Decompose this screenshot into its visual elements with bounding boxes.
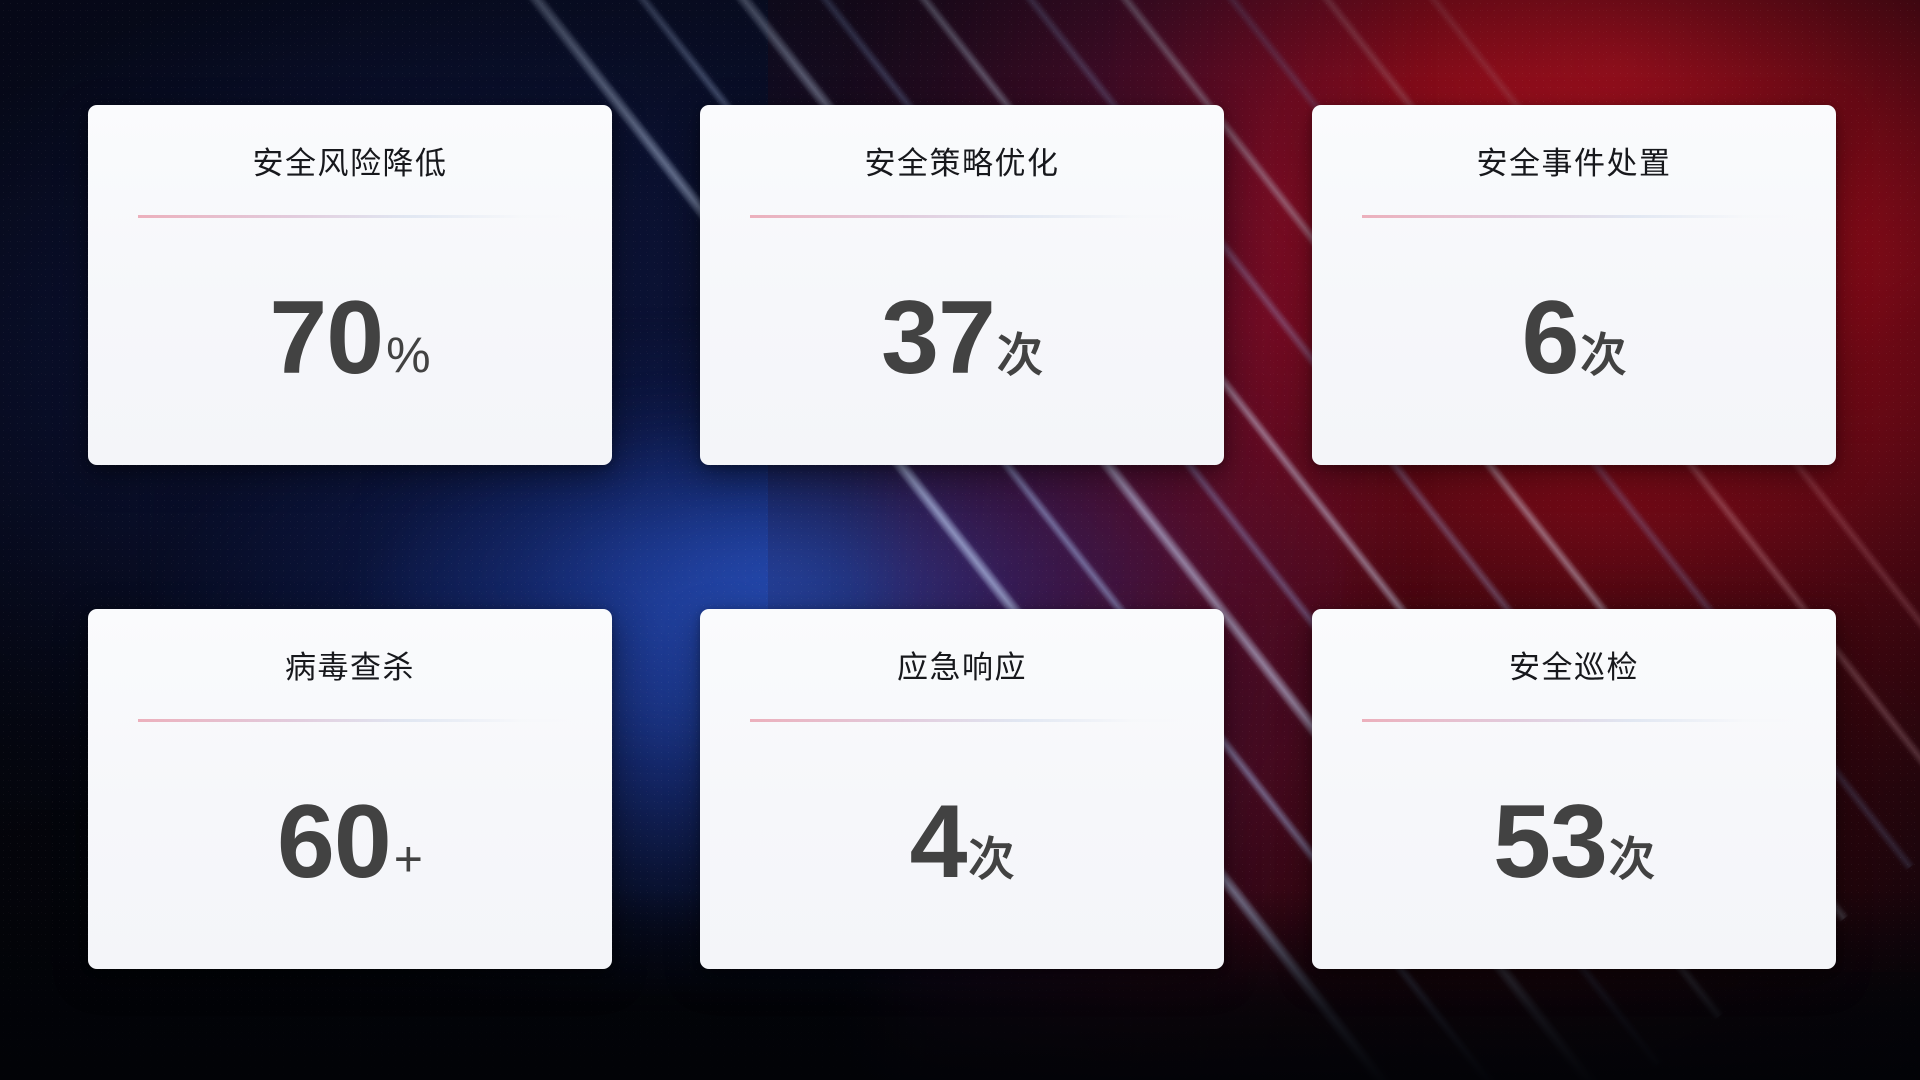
divider-highlight [1362, 215, 1796, 218]
metric-value-group: 37 次 [881, 280, 1043, 397]
divider-highlight [138, 215, 572, 218]
metric-card-title: 安全事件处置 [1476, 146, 1672, 181]
divider-gradient-bar [740, 218, 1184, 227]
metric-value-group: 6 次 [1521, 280, 1627, 397]
metric-unit: 次 [1580, 329, 1627, 382]
divider-gradient-bar [128, 722, 572, 731]
metric-number: 4 [909, 784, 968, 901]
metric-card[interactable]: 病毒查杀 60 + [88, 609, 612, 969]
metric-card-title: 安全巡检 [1509, 650, 1639, 685]
divider-highlight [1362, 719, 1796, 722]
metric-number: 37 [881, 280, 996, 397]
metric-card[interactable]: 安全事件处置 6 次 [1312, 105, 1836, 465]
metric-card[interactable]: 应急响应 4 次 [700, 609, 1224, 969]
metric-card-title: 病毒查杀 [285, 650, 415, 685]
divider-gradient-bar [128, 218, 572, 227]
metric-card-title: 安全策略优化 [864, 146, 1060, 181]
metric-card-divider [740, 719, 1184, 733]
metric-value-group: 60 + [277, 784, 423, 901]
metric-card-divider [1352, 719, 1796, 733]
divider-gradient-bar [740, 722, 1184, 731]
metric-card[interactable]: 安全风险降低 70 % [88, 105, 612, 465]
metric-unit: 次 [1608, 833, 1655, 886]
metric-value-group: 4 次 [909, 784, 1015, 901]
metric-number: 70 [269, 280, 384, 397]
metric-card-divider [740, 215, 1184, 229]
metric-unit: 次 [968, 833, 1015, 886]
metric-card-title: 应急响应 [897, 650, 1027, 685]
metric-value-group: 53 次 [1493, 784, 1655, 901]
divider-highlight [750, 215, 1184, 218]
metric-unit: 次 [996, 329, 1043, 382]
metric-card[interactable]: 安全策略优化 37 次 [700, 105, 1224, 465]
metric-card-title: 安全风险降低 [252, 146, 448, 181]
divider-highlight [138, 719, 572, 722]
metric-card-divider [128, 215, 572, 229]
metric-card[interactable]: 安全巡检 53 次 [1312, 609, 1836, 969]
metric-value-group: 70 % [269, 280, 431, 397]
metric-card-divider [1352, 215, 1796, 229]
metric-unit: + [393, 831, 423, 888]
divider-highlight [750, 719, 1184, 722]
divider-gradient-bar [1352, 722, 1796, 731]
metric-number: 60 [277, 784, 392, 901]
metric-unit: % [386, 327, 431, 384]
metric-number: 53 [1493, 784, 1608, 901]
metric-card-grid: 安全风险降低 70 % 安全策略优化 37 次 安全事件处置 [88, 105, 1836, 969]
divider-gradient-bar [1352, 218, 1796, 227]
metric-number: 6 [1521, 280, 1580, 397]
metric-card-divider [128, 719, 572, 733]
